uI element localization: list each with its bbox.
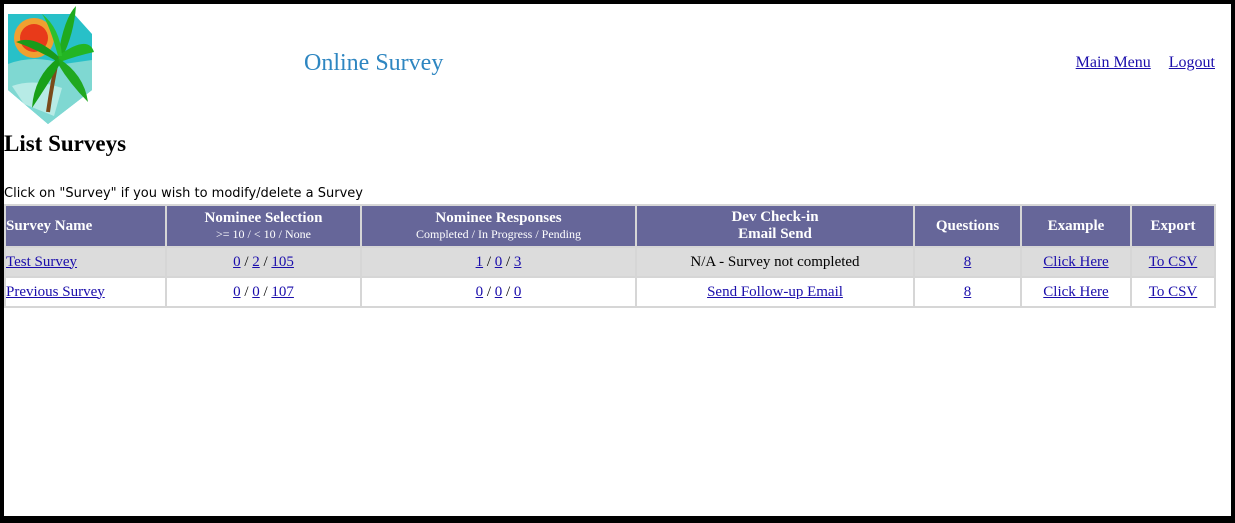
table-header-row: Survey Name Nominee Selection >= 10 / < … <box>4 204 1216 248</box>
send-follow-up-email-link[interactable]: Send Follow-up Email <box>707 283 843 300</box>
separator: / <box>506 283 511 300</box>
export-cell: To CSV <box>1130 276 1216 308</box>
col-nominee-responses-label: Nominee Responses <box>435 210 562 226</box>
nominee-selection-cell: 0 / 0 / 107 <box>165 276 362 308</box>
selection-ge10-link[interactable]: 0 <box>233 283 241 300</box>
nominee-responses-cell: 1 / 0 / 3 <box>360 246 637 278</box>
col-dev-checkin-line1: Dev Check-in <box>731 209 819 225</box>
separator: / <box>486 253 491 270</box>
survey-name-link[interactable]: Test Survey <box>6 253 78 270</box>
separator: / <box>244 253 249 270</box>
example-link[interactable]: Click Here <box>1043 283 1109 300</box>
responses-pending-link[interactable]: 3 <box>513 253 522 270</box>
questions-cell: 8 <box>913 276 1022 308</box>
selection-ge10-link[interactable]: 0 <box>233 253 241 270</box>
separator: / <box>244 283 249 300</box>
survey-name-link[interactable]: Previous Survey <box>6 283 105 300</box>
questions-count-link[interactable]: 8 <box>963 253 972 270</box>
responses-in-progress-link[interactable]: 0 <box>494 253 503 270</box>
instructions-text: Click on "Survey" if you wish to modify/… <box>4 186 363 201</box>
site-title: Online Survey <box>304 50 444 76</box>
survey-name-cell: Test Survey <box>4 246 167 278</box>
export-csv-link[interactable]: To CSV <box>1148 253 1198 270</box>
top-nav: Main Menu Logout <box>1058 54 1215 72</box>
selection-none-link[interactable]: 105 <box>271 253 294 270</box>
col-dev-checkin-line2: Email Send <box>738 226 812 242</box>
nominee-responses-cell: 0 / 0 / 0 <box>360 276 637 308</box>
nominee-selection-cell: 0 / 2 / 105 <box>165 246 362 278</box>
responses-completed-link[interactable]: 0 <box>475 283 484 300</box>
responses-in-progress-link[interactable]: 0 <box>494 283 503 300</box>
col-survey-name: Survey Name <box>4 204 167 248</box>
col-nominee-responses: Nominee Responses Completed / In Progres… <box>360 204 637 248</box>
separator: / <box>263 253 268 270</box>
questions-count-link[interactable]: 8 <box>963 283 972 300</box>
responses-completed-link[interactable]: 1 <box>475 253 484 270</box>
col-nominee-selection-label: Nominee Selection <box>204 210 323 226</box>
col-dev-checkin: Dev Check-in Email Send <box>635 204 915 248</box>
surveys-table: Survey Name Nominee Selection >= 10 / < … <box>4 204 1216 308</box>
dev-checkin-cell: Send Follow-up Email <box>635 276 915 308</box>
responses-pending-link[interactable]: 0 <box>513 283 522 300</box>
example-cell: Click Here <box>1020 276 1132 308</box>
survey-name-cell: Previous Survey <box>4 276 167 308</box>
page-frame: Online Survey Main Menu Logout List Surve… <box>4 4 1231 516</box>
col-questions: Questions <box>913 204 1022 248</box>
table-row: Test Survey 0 / 2 / 105 1 / 0 / 3 N/A - … <box>4 246 1216 278</box>
export-cell: To CSV <box>1130 246 1216 278</box>
separator: / <box>486 283 491 300</box>
col-nominee-selection: Nominee Selection >= 10 / < 10 / None <box>165 204 362 248</box>
dev-checkin-status-text: N/A - Survey not completed <box>635 246 915 278</box>
palm-sunset-logo-icon <box>4 4 94 126</box>
main-menu-link[interactable]: Main Menu <box>1075 54 1151 71</box>
selection-none-link[interactable]: 107 <box>271 283 294 300</box>
col-example: Example <box>1020 204 1132 248</box>
logout-link[interactable]: Logout <box>1168 54 1215 71</box>
selection-lt10-link[interactable]: 2 <box>252 253 260 270</box>
page-title: List Surveys <box>4 131 127 156</box>
table-row: Previous Survey 0 / 0 / 107 0 / 0 / 0 Se… <box>4 276 1216 308</box>
col-nominee-responses-sub: Completed / In Progress / Pending <box>416 227 581 241</box>
questions-cell: 8 <box>913 246 1022 278</box>
selection-lt10-link[interactable]: 0 <box>252 283 260 300</box>
example-cell: Click Here <box>1020 246 1132 278</box>
col-nominee-selection-sub: >= 10 / < 10 / None <box>216 227 311 241</box>
separator: / <box>263 283 268 300</box>
example-link[interactable]: Click Here <box>1043 253 1109 270</box>
col-export: Export <box>1130 204 1216 248</box>
export-csv-link[interactable]: To CSV <box>1148 283 1198 300</box>
separator: / <box>506 253 511 270</box>
